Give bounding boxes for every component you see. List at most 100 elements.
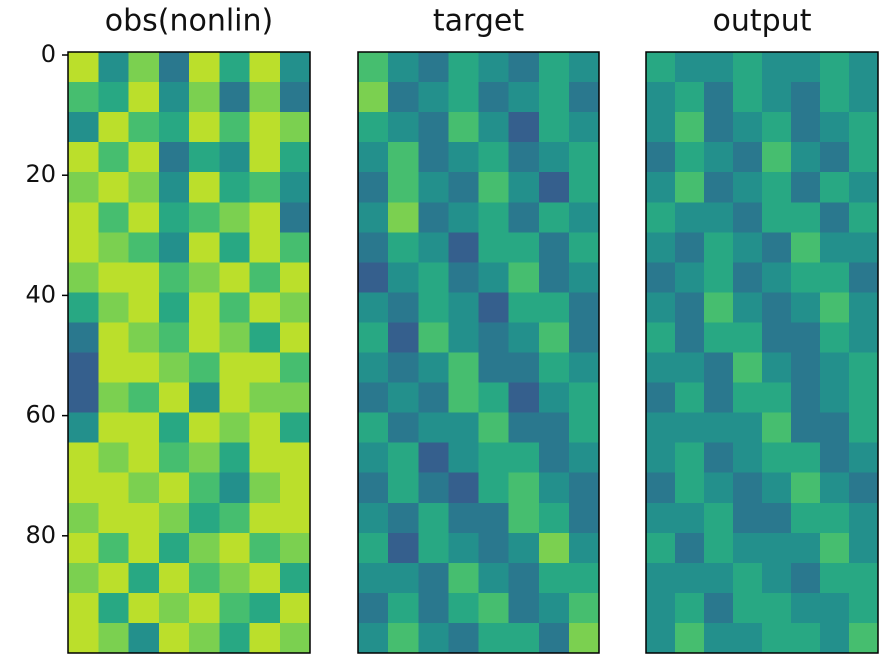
cell xyxy=(418,232,449,263)
cell xyxy=(509,112,540,143)
cell xyxy=(791,322,821,353)
cell xyxy=(569,52,600,83)
cell xyxy=(219,52,250,83)
cell xyxy=(762,232,792,263)
cell xyxy=(418,202,449,233)
cell xyxy=(448,112,479,143)
cell xyxy=(129,172,160,203)
cell xyxy=(250,262,281,293)
cell xyxy=(159,112,190,143)
cell xyxy=(129,383,160,414)
cell xyxy=(733,82,763,113)
cell xyxy=(159,593,190,624)
cell xyxy=(539,322,570,353)
cell xyxy=(539,172,570,203)
cell xyxy=(479,52,510,83)
cell xyxy=(129,322,160,353)
cell xyxy=(569,232,600,263)
cell xyxy=(675,623,705,654)
cell xyxy=(479,82,510,113)
cell xyxy=(189,82,220,113)
y-tick-label: 60 xyxy=(25,401,56,429)
cell xyxy=(219,413,250,444)
cell xyxy=(791,593,821,624)
cell xyxy=(569,563,600,594)
cell xyxy=(569,473,600,504)
cell xyxy=(646,52,676,83)
cell xyxy=(219,533,250,564)
cell xyxy=(418,623,449,654)
cell xyxy=(219,563,250,594)
cell xyxy=(791,142,821,173)
cell xyxy=(250,322,281,353)
cell xyxy=(129,202,160,233)
cell xyxy=(358,503,389,534)
cell xyxy=(820,473,850,504)
cell xyxy=(675,292,705,323)
cell xyxy=(646,202,676,233)
cell xyxy=(418,533,449,564)
cell xyxy=(129,142,160,173)
cell xyxy=(791,202,821,233)
cell xyxy=(646,593,676,624)
cell xyxy=(418,112,449,143)
cell xyxy=(418,142,449,173)
cell xyxy=(704,623,734,654)
cell xyxy=(646,292,676,323)
cell xyxy=(448,413,479,444)
cell xyxy=(509,473,540,504)
cell xyxy=(820,443,850,474)
cell xyxy=(762,353,792,384)
cell xyxy=(189,593,220,624)
cell xyxy=(129,82,160,113)
cell xyxy=(479,563,510,594)
cell xyxy=(509,533,540,564)
cell xyxy=(219,383,250,414)
cell xyxy=(704,383,734,414)
cell xyxy=(159,262,190,293)
cell xyxy=(388,413,419,444)
cell xyxy=(388,473,419,504)
cell xyxy=(219,202,250,233)
cell xyxy=(509,322,540,353)
cell xyxy=(98,353,129,384)
cell xyxy=(539,503,570,534)
cell xyxy=(68,202,99,233)
cell xyxy=(219,292,250,323)
cell xyxy=(539,413,570,444)
cell xyxy=(418,292,449,323)
cell xyxy=(418,322,449,353)
cell xyxy=(358,413,389,444)
cell xyxy=(704,563,734,594)
cell xyxy=(479,503,510,534)
cell xyxy=(68,353,99,384)
cell xyxy=(704,82,734,113)
cell xyxy=(479,623,510,654)
cell xyxy=(733,443,763,474)
cell xyxy=(189,262,220,293)
cell xyxy=(791,623,821,654)
cell xyxy=(98,292,129,323)
cell xyxy=(509,52,540,83)
cell xyxy=(280,623,311,654)
cell xyxy=(820,112,850,143)
cell xyxy=(646,142,676,173)
cell xyxy=(539,52,570,83)
cell xyxy=(762,383,792,414)
cell xyxy=(280,443,311,474)
cell xyxy=(358,322,389,353)
cell xyxy=(539,82,570,113)
cell xyxy=(98,623,129,654)
cell xyxy=(569,353,600,384)
cell xyxy=(762,413,792,444)
cell xyxy=(388,52,419,83)
cell xyxy=(791,533,821,564)
cell xyxy=(704,202,734,233)
cell xyxy=(98,112,129,143)
cell xyxy=(280,413,311,444)
cell xyxy=(129,413,160,444)
cell xyxy=(250,443,281,474)
cell xyxy=(68,52,99,83)
cell xyxy=(733,142,763,173)
cell xyxy=(849,232,879,263)
